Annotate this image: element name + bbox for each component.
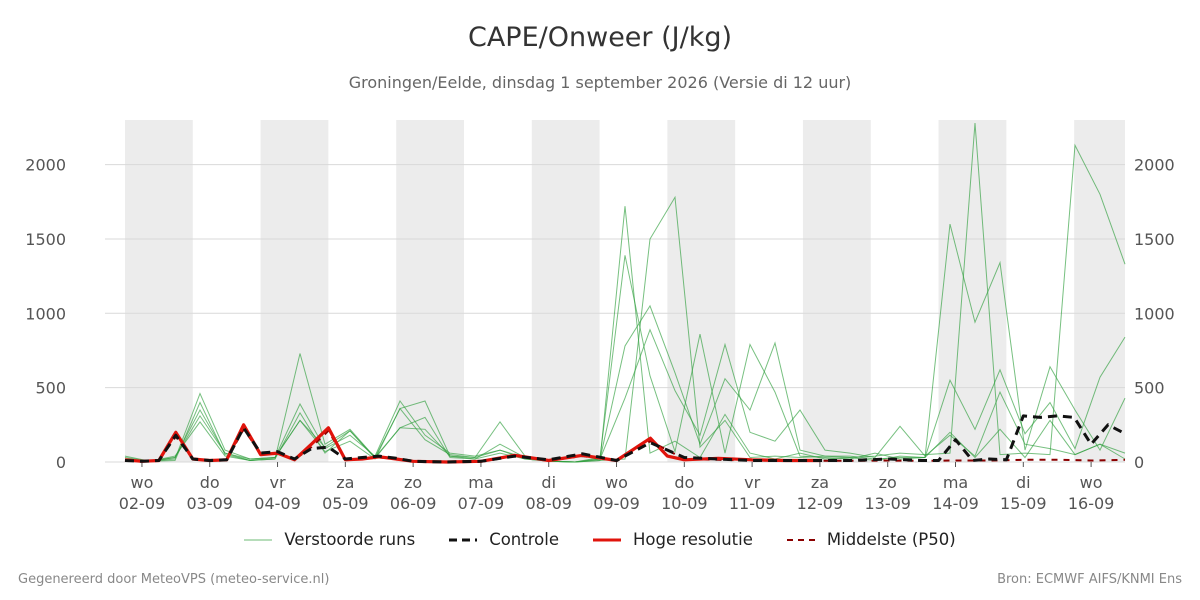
day-band: [396, 120, 464, 462]
legend-label: Verstoorde runs: [284, 530, 416, 549]
x-tick-label-dow: di: [1016, 473, 1031, 492]
x-tick-label-date: 14-09: [932, 494, 979, 513]
legend-swatch-red-solid-icon: [592, 538, 621, 541]
footer-source: Bron: ECMWF AIFS/KNMI Ens: [997, 572, 1182, 587]
ensemble-run-line: [124, 122, 1126, 463]
ensemble-run-line: [124, 255, 1126, 463]
y-tick-label-right: 2000: [1134, 156, 1175, 175]
x-tick-label-dow: wo: [1080, 473, 1103, 492]
x-tick-label-dow: do: [674, 473, 694, 492]
legend-label: Hoge resolutie: [632, 530, 753, 549]
x-tick-label-date: 11-09: [729, 494, 776, 513]
x-tick-label-date: 10-09: [661, 494, 708, 513]
x-tick-label-date: 13-09: [864, 494, 911, 513]
x-tick-label-date: 12-09: [797, 494, 844, 513]
day-band: [938, 120, 1007, 462]
x-tick-label-dow: wo: [605, 473, 628, 492]
legend-item-verstoorde-runs[interactable]: Verstoorde runs: [244, 530, 415, 549]
x-tick-label-dow: vr: [270, 473, 286, 492]
x-tick-label-date: 06-09: [390, 494, 437, 513]
x-tick-label-dow: wo: [131, 473, 154, 492]
x-tick-label-dow: za: [811, 473, 829, 492]
x-tick-label-date: 02-09: [119, 494, 166, 513]
day-band: [802, 120, 871, 462]
legend-item-middelste-p50[interactable]: Middelste (P50): [786, 530, 956, 549]
day-band: [531, 120, 600, 462]
x-tick-label-date: 07-09: [458, 494, 505, 513]
chart-subtitle: Groningen/Eelde, dinsdag 1 september 202…: [348, 73, 852, 92]
series-line-controle: [124, 414, 1126, 464]
y-tick-label-right: 500: [1134, 379, 1165, 398]
legend-item-hoge-resolutie[interactable]: Hoge resolutie: [592, 530, 753, 549]
x-tick-label-dow: do: [200, 473, 220, 492]
x-tick-label-dow: ma: [943, 473, 968, 492]
x-tick-label-dow: vr: [744, 473, 760, 492]
y-tick-label-right: 1500: [1134, 230, 1175, 249]
x-tick-label-date: 08-09: [525, 494, 572, 513]
x-tick-label-dow: di: [541, 473, 556, 492]
chart-title: CAPE/Onweer (J/kg): [467, 22, 732, 53]
x-tick-label-date: 15-09: [1000, 494, 1047, 513]
x-tick-label-date: 03-09: [186, 494, 233, 513]
legend-label: Middelste (P50): [826, 530, 956, 549]
y-tick-label-left: 2000: [25, 156, 66, 175]
y-tick-label-left: 500: [35, 379, 66, 398]
day-band: [1074, 120, 1125, 462]
y-tick-label-left: 1000: [25, 304, 66, 323]
y-tick-label-left: 1500: [25, 230, 66, 249]
chart-legend: Verstoorde runs Controle Hoge resolutie …: [0, 530, 1200, 549]
x-tick-label-dow: ma: [468, 473, 493, 492]
day-band: [260, 120, 329, 462]
legend-item-controle[interactable]: Controle: [449, 530, 559, 549]
legend-label: Controle: [489, 530, 559, 549]
x-tick-label-date: 04-09: [254, 494, 301, 513]
x-tick-label-date: 09-09: [593, 494, 640, 513]
legend-swatch-darkred-dash-icon: [786, 538, 815, 541]
x-tick-label-dow: za: [336, 473, 354, 492]
x-tick-label-date: 16-09: [1068, 494, 1115, 513]
day-band: [125, 120, 193, 462]
x-tick-label-date: 05-09: [322, 494, 369, 513]
y-tick-label-right: 1000: [1134, 304, 1175, 323]
x-tick-label-dow: zo: [404, 473, 422, 492]
footer-generated-by: Gegenereerd door MeteoVPS (meteo-service…: [18, 572, 330, 587]
legend-swatch-black-dash-icon: [449, 538, 478, 541]
y-tick-label-right: 0: [1134, 453, 1144, 472]
y-tick-label-left: 0: [56, 453, 66, 472]
x-tick-label-dow: zo: [879, 473, 897, 492]
legend-swatch-thin-green-icon: [244, 539, 273, 540]
ensemble-run-line: [124, 195, 1126, 463]
day-band: [667, 120, 736, 462]
